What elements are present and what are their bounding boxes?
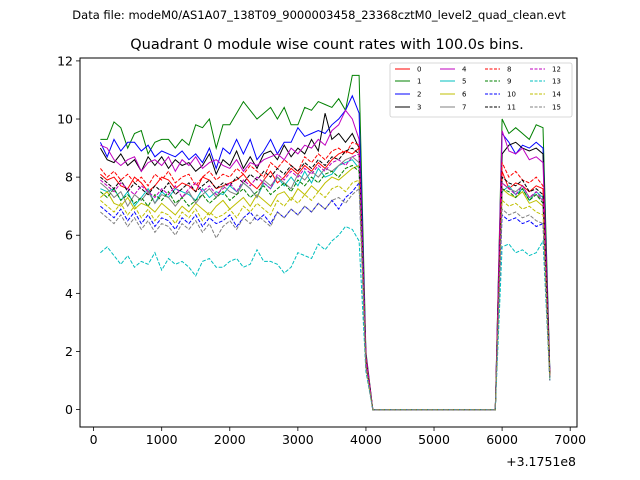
series-line-7 — [100, 156, 551, 411]
series-line-11 — [100, 147, 551, 411]
legend-label-14: 14 — [552, 91, 561, 99]
x-axis-offset-label: +3.1751e8 — [506, 454, 576, 469]
y-tick-label: 4 — [65, 286, 73, 301]
y-tick-label: 0 — [65, 402, 73, 417]
data-file-header: Data file: modeM0/AS1A07_138T09_90000034… — [72, 8, 566, 22]
legend-label-8: 8 — [507, 66, 511, 74]
y-tick-label: 2 — [65, 344, 73, 359]
x-axis: 0 1000 2000 3000 4000 5000 6000 7000 — [90, 427, 586, 447]
chart-title: Quadrant 0 module wise count rates with … — [130, 37, 524, 53]
series-line-10 — [100, 181, 551, 411]
legend-label-0: 0 — [417, 66, 421, 74]
series-line-0 — [100, 147, 551, 411]
x-tick-label: 6000 — [486, 432, 518, 447]
series-line-2 — [99, 94, 551, 411]
legend-box — [389, 62, 573, 118]
x-tick-label: 0 — [90, 432, 98, 447]
legend-label-1: 1 — [417, 78, 421, 86]
x-tick-label: 7000 — [554, 432, 586, 447]
series-line-6 — [100, 164, 551, 411]
y-tick-label: 6 — [65, 228, 73, 243]
series-line-4 — [100, 109, 551, 411]
legend-label-5: 5 — [462, 78, 466, 86]
legend-label-9: 9 — [507, 78, 511, 86]
x-tick-label: 3000 — [282, 432, 314, 447]
y-tick-label: 8 — [65, 170, 73, 185]
x-tick-label: 1000 — [146, 432, 178, 447]
series-line-13 — [100, 225, 551, 411]
legend-label-6: 6 — [462, 91, 467, 99]
x-tick-label: 2000 — [214, 432, 246, 447]
legend-label-4: 4 — [462, 66, 467, 74]
legend-label-3: 3 — [417, 104, 421, 112]
series-line-9 — [100, 164, 551, 411]
legend-label-11: 11 — [507, 104, 516, 112]
y-tick-label: 10 — [57, 112, 73, 127]
series-line-12 — [100, 153, 551, 411]
legend-label-13: 13 — [552, 78, 561, 86]
x-tick-label: 5000 — [418, 432, 450, 447]
legend-label-15: 15 — [552, 104, 561, 112]
legend-label-10: 10 — [507, 91, 516, 99]
x-tick-label: 4000 — [350, 432, 382, 447]
series-layer — [99, 74, 551, 411]
series-line-15 — [100, 187, 551, 411]
axes-frame — [79, 57, 578, 428]
y-tick-label: 12 — [57, 53, 73, 68]
y-axis: 0 2 4 6 8 10 12 — [57, 53, 80, 417]
legend-label-2: 2 — [417, 91, 421, 99]
legend-label-12: 12 — [552, 66, 561, 74]
legend-label-7: 7 — [462, 104, 466, 112]
series-line-14 — [100, 179, 551, 411]
series-line-1 — [100, 74, 551, 411]
